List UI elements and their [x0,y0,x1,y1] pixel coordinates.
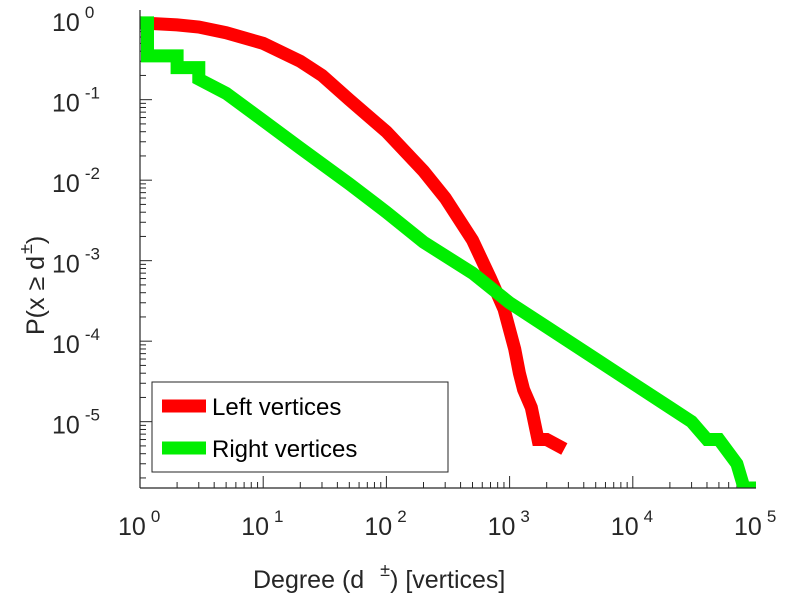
x-tick-label: 10 4 [611,507,653,541]
y-axis-label: P(x ≥ d±) [16,236,50,335]
y-tick-label: 10 -3 [52,245,100,279]
y-tick-label: 10 0 [52,3,94,37]
series-line-right-vertices [140,16,756,488]
legend-box [151,381,449,473]
x-tick-label: 10 3 [488,507,530,541]
legend-label: Left vertices [212,394,341,421]
legend: Left vertices Right vertices [151,381,449,473]
series-layer [140,16,756,488]
y-tick-label: 10 -2 [52,164,100,198]
x-tick-label: 10 0 [118,507,160,541]
legend-label: Right vertices [212,436,357,463]
y-tick-label: 10 -1 [52,84,100,118]
x-axis-label: Degree (d ±) [vertices] [253,560,505,594]
axes: 10 0 10 1 10 2 10 3 10 4 10 5 10 0 10 -1 10 -2 10 -3 10 -4 10-… [16,3,776,594]
y-tick-label: 10 -5 [52,406,100,440]
y-tick-label: 10 -4 [52,325,100,359]
x-tick-label: 10 1 [241,507,283,541]
x-tick-label: 10 2 [364,507,406,541]
series-line-left-vertices [140,16,568,455]
minor-tick-marks [139,18,751,488]
x-tick-label: 10 5 [734,507,776,541]
